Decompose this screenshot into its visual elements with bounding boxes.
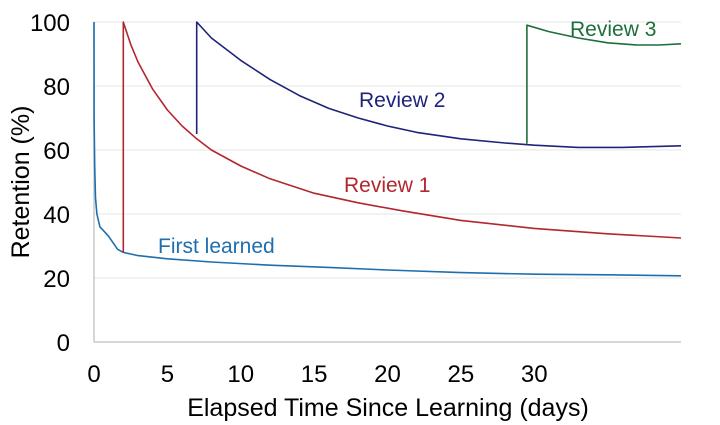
series-label-review-1: Review 1 bbox=[344, 174, 430, 197]
x-tick-label-5: 5 bbox=[161, 361, 174, 388]
y-tick-label-20: 20 bbox=[43, 266, 70, 293]
x-tick-label-25: 25 bbox=[448, 361, 475, 388]
x-tick-labels: 0 5 10 15 20 25 30 bbox=[87, 361, 547, 388]
y-axis-title: Retention (%) bbox=[7, 106, 35, 259]
series-line-review-1 bbox=[122, 21, 682, 253]
x-tick-label-15: 15 bbox=[301, 361, 328, 388]
series-label-review-3: Review 3 bbox=[570, 18, 656, 41]
y-tick-label-0: 0 bbox=[57, 330, 70, 357]
x-tick-label-10: 10 bbox=[227, 361, 254, 388]
series-label-first-learned: First learned bbox=[158, 235, 275, 258]
y-tick-label-80: 80 bbox=[43, 74, 70, 101]
x-axis-title: Elapsed Time Since Learning (days) bbox=[187, 394, 589, 422]
x-tick-label-20: 20 bbox=[374, 361, 401, 388]
series-label-review-2: Review 2 bbox=[359, 89, 445, 112]
y-tick-label-60: 60 bbox=[43, 138, 70, 165]
x-tick-label-0: 0 bbox=[87, 361, 100, 388]
y-tick-label-100: 100 bbox=[30, 10, 70, 37]
series-line-review-2 bbox=[195, 21, 682, 149]
series-lines bbox=[93, 21, 682, 277]
gridlines bbox=[94, 21, 681, 279]
y-tick-labels: 0 20 40 60 80 100 bbox=[30, 10, 70, 357]
series-line-review-3 bbox=[526, 24, 682, 144]
series-labels: First learned Review 1 Review 2 Review 3 bbox=[158, 18, 656, 258]
y-tick-label-40: 40 bbox=[43, 202, 70, 229]
x-tick-label-30: 30 bbox=[521, 361, 548, 388]
